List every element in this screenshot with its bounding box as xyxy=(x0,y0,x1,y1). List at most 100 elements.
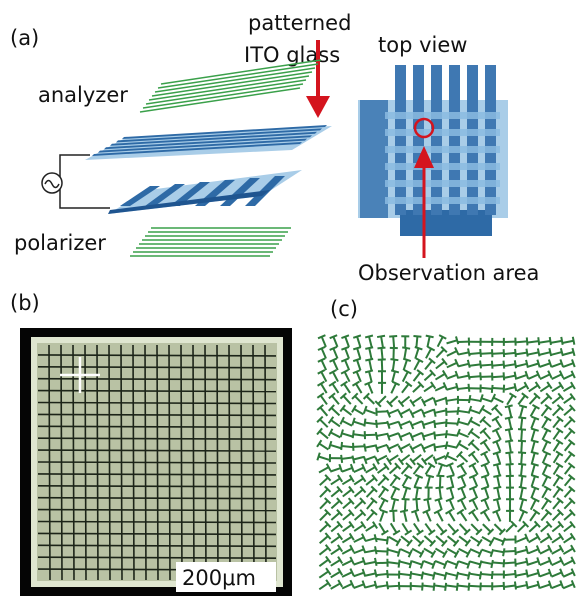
domain-line xyxy=(193,345,194,580)
domain-line xyxy=(38,522,276,523)
nail xyxy=(521,429,522,440)
nail xyxy=(381,348,382,359)
nail xyxy=(481,574,492,575)
nail xyxy=(521,464,522,475)
nail-head xyxy=(480,372,481,380)
nail-head xyxy=(515,570,516,578)
nail xyxy=(481,388,492,389)
domain-line xyxy=(38,533,276,534)
nail xyxy=(435,586,446,587)
nail-head xyxy=(469,384,470,392)
nail-head xyxy=(402,347,410,348)
nail xyxy=(493,353,504,354)
nail xyxy=(377,574,388,575)
nail-head xyxy=(504,372,505,380)
nail-head xyxy=(469,395,470,403)
nail xyxy=(435,434,446,435)
row-electrode xyxy=(385,180,500,187)
nail xyxy=(458,586,469,587)
row-electrode xyxy=(385,112,500,119)
nail-head xyxy=(503,548,504,556)
nail-head xyxy=(538,337,539,345)
domain-line xyxy=(205,345,206,580)
nail xyxy=(342,446,353,447)
nail-head xyxy=(469,583,470,591)
nail-head xyxy=(341,455,342,463)
column-electrode xyxy=(485,65,496,215)
domain-line xyxy=(38,462,276,463)
nail-head xyxy=(410,571,411,579)
domain-line xyxy=(265,345,266,580)
nail xyxy=(423,586,434,587)
nail xyxy=(521,453,522,464)
nail-head xyxy=(399,560,400,568)
top-view-label: top view xyxy=(378,33,467,57)
domain-line xyxy=(241,345,242,580)
nail-head xyxy=(503,361,504,369)
nail-head xyxy=(414,487,422,488)
panel-label: (b) xyxy=(10,291,40,315)
nail-head xyxy=(435,487,443,488)
nail xyxy=(342,458,353,459)
nail xyxy=(405,499,406,510)
nail-head xyxy=(515,582,516,590)
nail xyxy=(365,423,376,424)
nail-head xyxy=(550,337,551,345)
nail-head xyxy=(515,559,516,567)
nail-head xyxy=(506,464,514,465)
domain-line xyxy=(253,345,254,580)
nail-head xyxy=(505,440,513,441)
nail xyxy=(458,388,469,389)
nail-head xyxy=(526,349,527,357)
panel-label: (c) xyxy=(330,297,358,321)
column-electrode xyxy=(449,65,460,215)
nail-head xyxy=(434,420,435,428)
domain-line xyxy=(181,345,182,580)
nail xyxy=(446,423,457,424)
nail xyxy=(510,464,511,475)
domain-line xyxy=(38,557,276,558)
panel-label: (a) xyxy=(10,26,39,50)
nail xyxy=(493,586,504,587)
domain-line xyxy=(38,486,276,487)
nail-head xyxy=(446,397,447,405)
nail xyxy=(353,446,364,447)
nail-head xyxy=(518,429,526,430)
nail xyxy=(521,441,522,452)
nail-head xyxy=(457,583,458,591)
nail xyxy=(388,562,399,563)
row-electrode xyxy=(385,197,500,204)
nail xyxy=(481,353,492,354)
figure: (a) patterned ITO glass analyzer polariz… xyxy=(0,0,578,599)
nail xyxy=(493,376,504,377)
nail-head xyxy=(480,571,481,579)
nail-head xyxy=(387,570,388,578)
nail-head xyxy=(399,582,400,590)
nail xyxy=(505,585,516,586)
nail xyxy=(493,365,504,366)
nail-head xyxy=(515,349,516,357)
nail xyxy=(516,341,527,342)
scale-bar-label: 200μm xyxy=(182,566,256,590)
top-view-pad xyxy=(360,100,388,218)
nail-head xyxy=(492,385,493,393)
domain-line xyxy=(38,498,276,499)
nail-head xyxy=(518,452,526,453)
column-electrode xyxy=(413,65,424,215)
row-electrode xyxy=(385,163,500,170)
nail xyxy=(388,586,399,587)
observation-label: Observation area xyxy=(358,261,539,285)
nail xyxy=(393,336,394,347)
nail-head xyxy=(457,407,458,415)
nail-head xyxy=(422,572,423,580)
nail xyxy=(411,586,422,587)
nail-head xyxy=(504,559,505,567)
nail-head xyxy=(376,420,377,428)
nail-head xyxy=(412,499,420,500)
nail xyxy=(377,551,388,552)
row-electrode xyxy=(385,129,500,136)
nail-head xyxy=(422,583,423,591)
nail xyxy=(505,574,516,575)
nail-head xyxy=(518,475,526,476)
nail xyxy=(505,563,516,564)
